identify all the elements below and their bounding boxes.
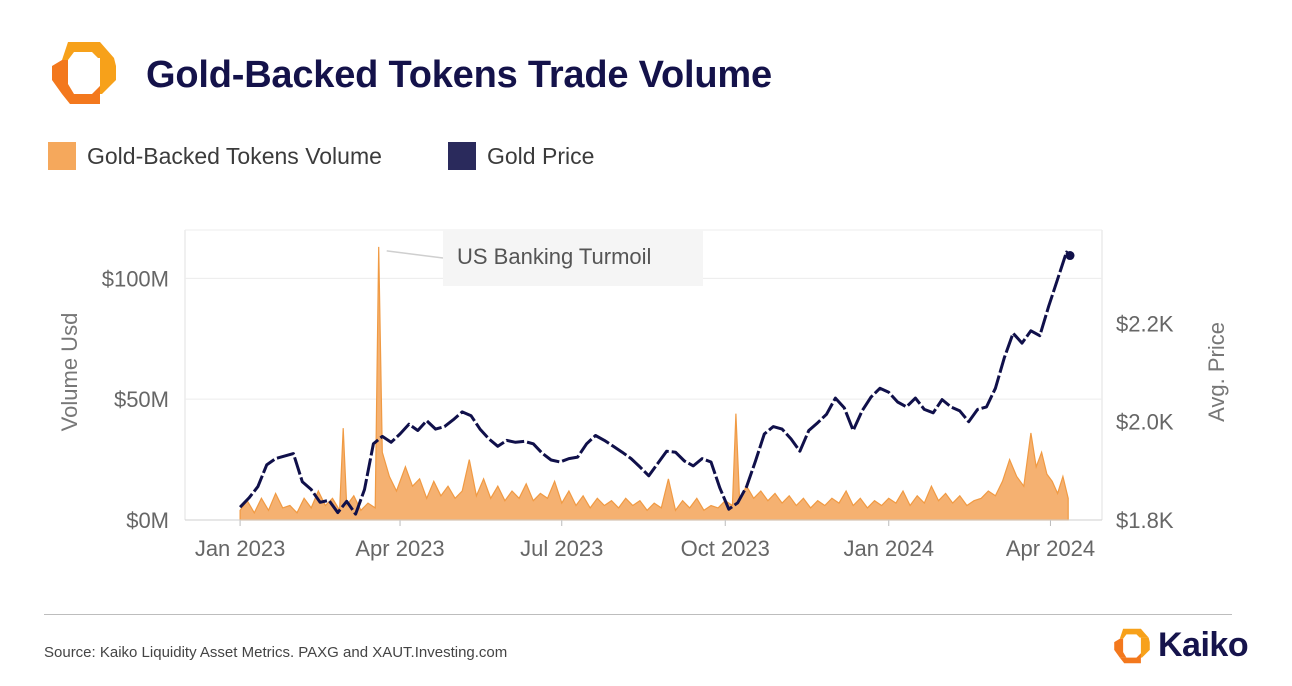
- x-tick-label: Apr 2024: [1006, 536, 1095, 561]
- legend-label-gold-price: Gold Price: [487, 142, 595, 169]
- chart-plot: US Banking Turmoil $0M $50M $100M $1.8K $2.0…: [57, 229, 1229, 561]
- x-tick-label: Jan 2024: [843, 536, 934, 561]
- brand: Kaiko: [1112, 626, 1249, 665]
- x-tick-label: Apr 2023: [355, 536, 444, 561]
- chart-title: Gold-Backed Tokens Trade Volume: [146, 54, 772, 96]
- y-left-tick-label: $100M: [102, 266, 169, 291]
- volume-series: [239, 246, 1069, 521]
- footer-divider: [44, 614, 1232, 615]
- legend-swatch-volume: [48, 142, 76, 170]
- kaiko-logo-icon: [52, 42, 116, 104]
- legend-item-volume[interactable]: Gold-Backed Tokens Volume: [48, 142, 382, 170]
- x-tick-label: Jan 2023: [195, 536, 286, 561]
- y-axis-left-title: Volume Usd: [57, 313, 82, 432]
- y-axis-right-title: Avg. Price: [1204, 322, 1229, 422]
- axes: $0M $50M $100M $1.8K $2.0K $2.2K Jan 2023 Apr 2…: [102, 266, 1174, 561]
- gold-price-series: [239, 250, 1075, 516]
- legend-swatch-gold-price: [448, 142, 476, 170]
- y-left-tick-label: $50M: [114, 387, 169, 412]
- y-right-tick-label: $2.2K: [1116, 311, 1174, 336]
- x-tick-label: Jul 2023: [520, 536, 603, 561]
- y-right-tick-label: $1.8K: [1116, 508, 1174, 533]
- annotation-box: [443, 230, 703, 286]
- y-left-tick-label: $0M: [126, 508, 169, 533]
- source-note: Source: Kaiko Liquidity Asset Metrics. P…: [44, 644, 508, 661]
- volume-area: [239, 246, 1069, 521]
- brand-name: Kaiko: [1158, 626, 1249, 664]
- x-tick-label: Oct 2023: [681, 536, 770, 561]
- annotation-text: US Banking Turmoil: [457, 244, 651, 269]
- legend-label-volume: Gold-Backed Tokens Volume: [87, 142, 382, 169]
- annotation: US Banking Turmoil: [386, 230, 703, 286]
- gold-price-line: [239, 250, 1072, 516]
- gold-price-end-point: [1065, 251, 1075, 261]
- y-right-tick-label: $2.0K: [1116, 410, 1174, 435]
- kaiko-brand-icon: [1114, 628, 1150, 663]
- annotation-leader: [386, 250, 444, 259]
- legend-item-gold-price[interactable]: Gold Price: [448, 142, 594, 170]
